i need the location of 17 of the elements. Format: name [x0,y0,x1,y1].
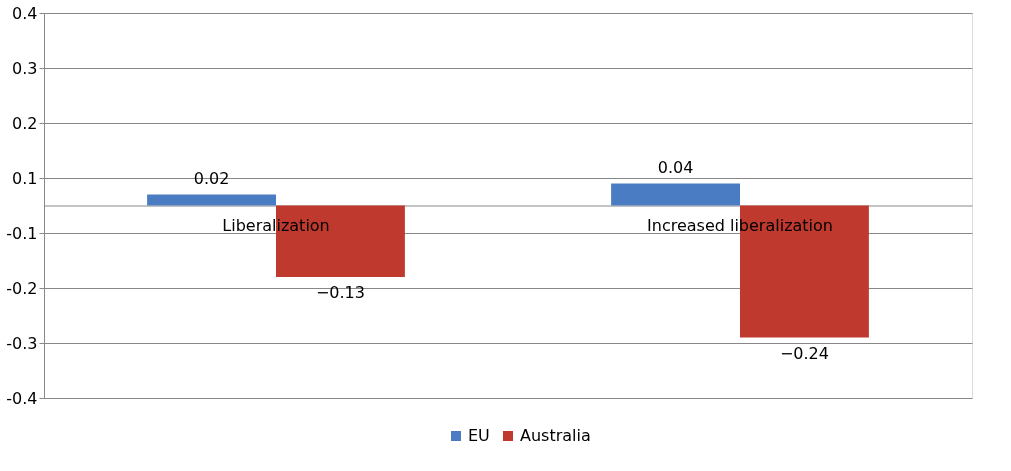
y-tick-label: -0.1 [6,223,38,243]
data-label: −0.24 [779,343,829,363]
y-tick-label: -0.3 [6,333,38,353]
bar [611,183,740,206]
bar [147,194,276,206]
legend-label: EU [468,426,490,445]
data-label: 0.04 [657,157,694,177]
data-label: −0.13 [315,283,365,302]
y-tick-label: 0.3 [12,58,38,78]
y-tick-label: -0.2 [6,278,38,298]
x-tick-label: Liberalization [222,215,330,235]
y-tick-label: 0.4 [12,3,38,23]
y-tick-label: 0.2 [12,113,38,133]
legend-label: Australia [520,426,591,445]
y-tick-label: 0.1 [12,168,38,188]
data-label: 0.02 [193,168,230,188]
y-tick-label: -0.4 [6,388,38,408]
